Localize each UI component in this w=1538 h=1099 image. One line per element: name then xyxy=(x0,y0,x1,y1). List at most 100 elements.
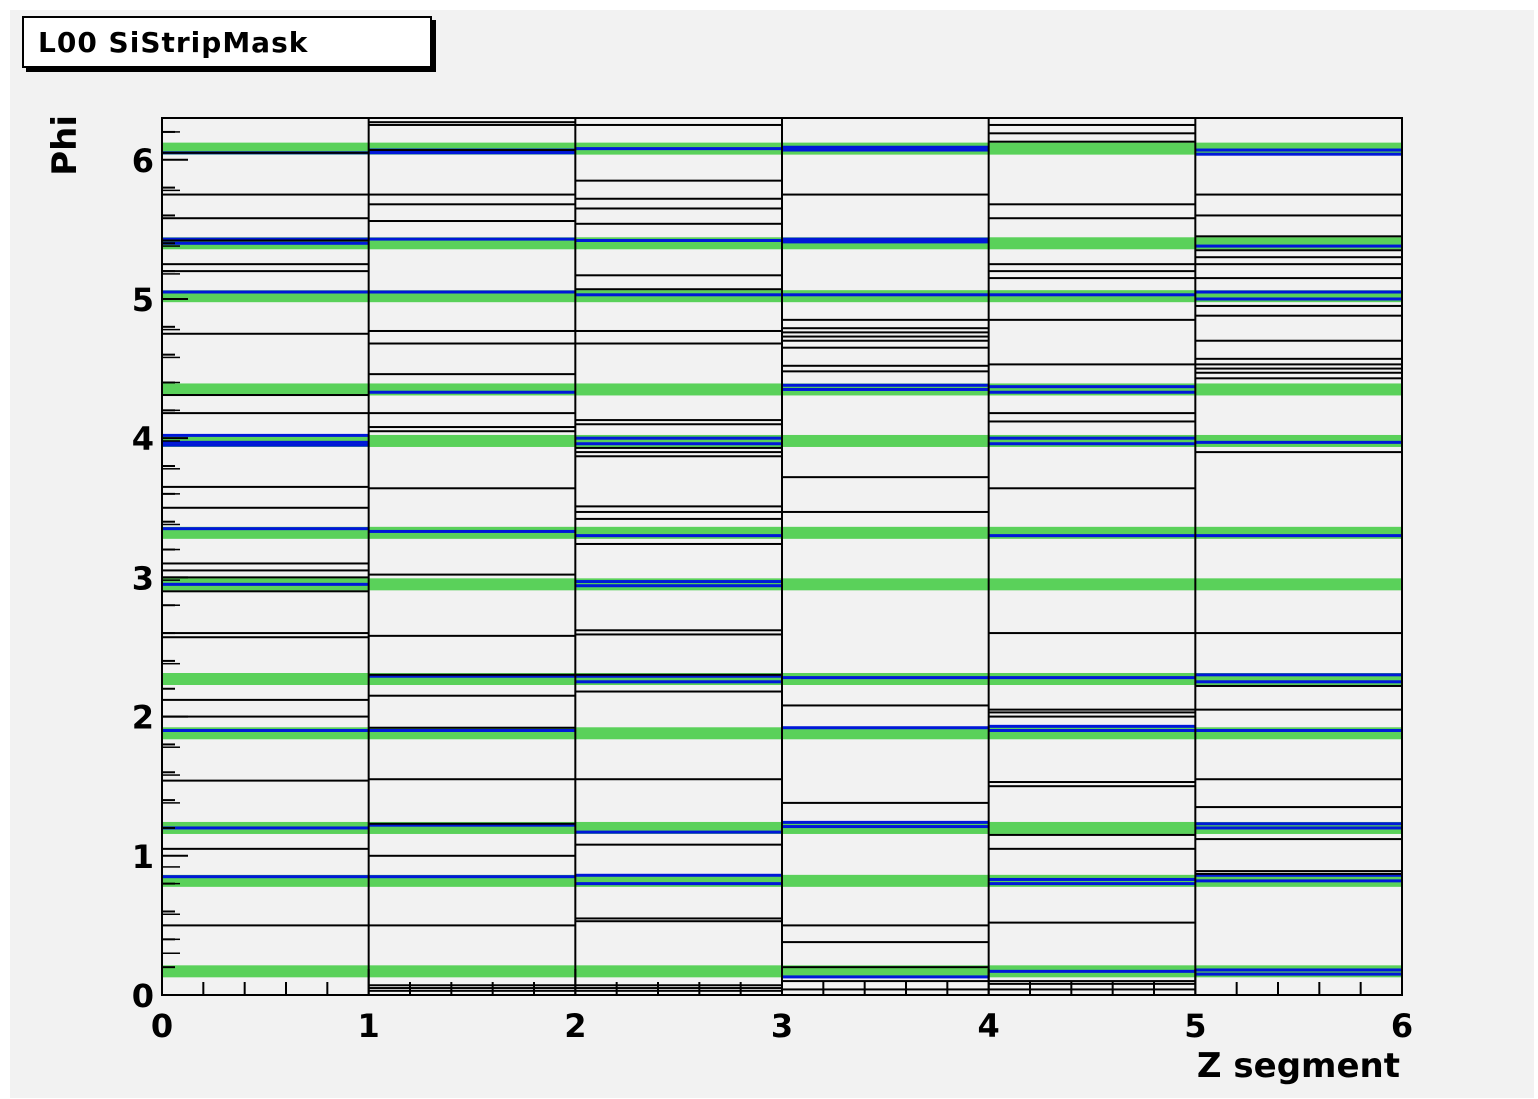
blue-line-s3-0 xyxy=(782,975,989,979)
green-band-s3-7 xyxy=(782,434,989,447)
blue-line-s2-4 xyxy=(575,674,782,678)
blue-line-s2-6 xyxy=(575,580,782,584)
black-line-s0-14 xyxy=(162,394,369,397)
black-line-s4-15 xyxy=(988,363,1196,366)
green-band-s4-11 xyxy=(988,142,1196,155)
black-line-s1-21 xyxy=(368,193,576,196)
black-line-s0-9 xyxy=(162,569,369,572)
x-tick-label-4: 4 xyxy=(978,1007,1000,1045)
blue-line-s0-3 xyxy=(162,582,369,586)
black-line-s5-0 xyxy=(1195,872,1402,875)
black-line-s5-22 xyxy=(1195,214,1402,217)
black-line-s4-9 xyxy=(988,711,1196,714)
green-band-s4-5 xyxy=(988,578,1196,591)
blue-line-s3-7 xyxy=(782,293,989,297)
blue-line-s1-3 xyxy=(368,674,576,678)
black-line-s4-22 xyxy=(988,140,1196,143)
blue-line-s5-13 xyxy=(1195,152,1402,156)
short-tick-21 xyxy=(162,356,180,359)
black-line-s3-9 xyxy=(782,370,989,373)
green-band-s2-3 xyxy=(575,727,782,740)
blue-line-s5-6 xyxy=(1195,729,1402,733)
black-line-s4-17 xyxy=(988,277,1196,280)
plot-layer xyxy=(162,118,1402,995)
black-line-s3-5 xyxy=(782,801,989,804)
black-line-s2-5 xyxy=(575,843,782,846)
short-tick-25 xyxy=(162,245,180,247)
black-line-s4-21 xyxy=(988,203,1196,206)
black-line-s0-10 xyxy=(162,562,369,565)
black-line-s0-1 xyxy=(162,847,369,850)
black-line-s1-13 xyxy=(368,430,576,433)
short-tick-13 xyxy=(162,579,180,581)
black-line-s2-17 xyxy=(575,446,782,449)
black-line-s5-15 xyxy=(1195,314,1402,317)
black-line-s4-2 xyxy=(988,980,1196,983)
black-line-s0-19 xyxy=(162,217,369,220)
blue-line-s5-3 xyxy=(1195,873,1402,877)
black-line-s5-9 xyxy=(1195,377,1402,380)
short-tick-10 xyxy=(162,662,180,665)
black-line-s4-8 xyxy=(988,715,1196,718)
black-line-s4-20 xyxy=(988,217,1196,220)
black-line-s4-1 xyxy=(988,982,1196,985)
blue-line-s2-1 xyxy=(575,873,782,877)
blue-line-s4-11 xyxy=(988,293,1196,297)
black-line-s5-2 xyxy=(1195,838,1402,841)
short-tick-6 xyxy=(162,802,180,804)
blue-line-s5-1 xyxy=(1195,968,1402,972)
green-band-s3-6 xyxy=(782,526,989,539)
black-line-s0-0 xyxy=(162,924,369,927)
blue-line-s5-2 xyxy=(1195,879,1402,883)
black-line-s5-11 xyxy=(1195,367,1402,370)
blue-line-s5-15 xyxy=(1195,244,1402,248)
y-tick-label-1: 1 xyxy=(132,838,154,876)
black-line-s2-7 xyxy=(575,690,782,693)
chart-title: L00 SiStripMask xyxy=(38,26,309,59)
green-band-s0-8 xyxy=(162,383,369,396)
y-axis-label: Phi xyxy=(45,115,85,176)
green-band-s4-10 xyxy=(988,237,1196,250)
black-line-s3-12 xyxy=(782,339,989,342)
blue-line-s0-2 xyxy=(162,729,369,733)
black-line-s2-10 xyxy=(575,629,782,632)
black-line-s1-18 xyxy=(368,329,576,332)
black-line-s4-24 xyxy=(988,123,1196,126)
blue-line-s1-2 xyxy=(368,729,576,733)
black-line-s1-7 xyxy=(368,726,576,729)
black-line-s0-12 xyxy=(162,485,369,488)
black-line-s5-4 xyxy=(1195,778,1402,781)
blue-line-s4-0 xyxy=(988,969,1196,973)
blue-line-s4-10 xyxy=(988,436,1196,440)
blue-line-s1-1 xyxy=(368,823,576,827)
black-line-s2-27 xyxy=(575,179,782,182)
green-band-s0-0 xyxy=(162,965,369,978)
black-line-s5-16 xyxy=(1195,304,1402,307)
black-line-s3-11 xyxy=(782,346,989,349)
black-line-s5-3 xyxy=(1195,806,1402,809)
blue-line-s1-5 xyxy=(368,390,576,394)
x-tick-label-2: 2 xyxy=(564,1007,586,1045)
blue-line-s5-4 xyxy=(1195,826,1402,830)
black-line-s5-7 xyxy=(1195,632,1402,635)
blue-line-s5-8 xyxy=(1195,673,1402,677)
blue-line-s0-9 xyxy=(162,241,369,245)
blue-line-s1-7 xyxy=(368,237,576,241)
blue-line-s1-4 xyxy=(368,529,576,533)
blue-line-s3-4 xyxy=(782,676,989,680)
black-line-s0-2 xyxy=(162,779,369,782)
black-line-s4-11 xyxy=(988,632,1196,635)
blue-line-s5-5 xyxy=(1195,822,1402,826)
black-line-s0-13 xyxy=(162,412,369,415)
black-line-s3-8 xyxy=(782,476,989,479)
green-band-s3-5 xyxy=(782,578,989,591)
blue-line-s5-11 xyxy=(1195,297,1402,301)
green-band-s5-8 xyxy=(1195,383,1402,396)
black-line-s3-6 xyxy=(782,704,989,707)
black-line-s1-24 xyxy=(368,121,576,124)
black-line-s5-1 xyxy=(1195,870,1402,873)
black-line-s3-16 xyxy=(782,318,989,321)
blue-line-s2-0 xyxy=(575,882,782,886)
blue-line-s2-12 xyxy=(575,147,782,151)
green-band-s2-0 xyxy=(575,965,782,978)
